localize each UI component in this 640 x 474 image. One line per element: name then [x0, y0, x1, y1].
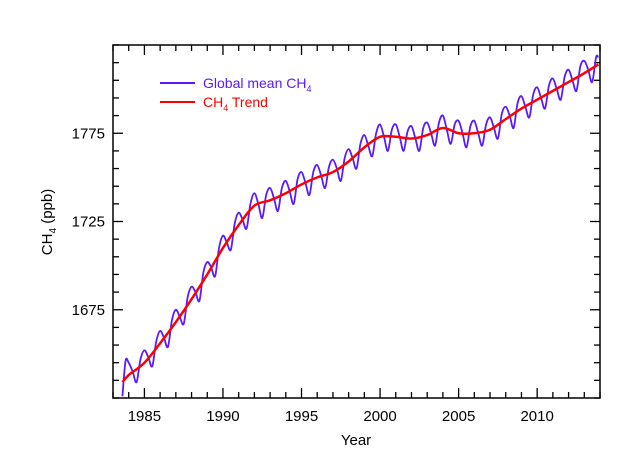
y-tick-label: 1725 [72, 214, 105, 231]
x-tick-label: 2005 [442, 408, 475, 425]
legend-label-trend: CH4 Trend [203, 94, 268, 113]
legend-label-mean: Global mean CH4 [203, 75, 312, 94]
x-tick-label: 1990 [206, 408, 239, 425]
x-tick-label: 1985 [128, 408, 161, 425]
y-axis-label: CH4 (ppb) [39, 189, 59, 255]
plot-frame [112, 44, 601, 399]
y-tick-label: 1775 [72, 125, 105, 142]
x-axis-label: Year [341, 432, 371, 449]
axis-ticks [112, 44, 601, 399]
global-mean-line [121, 54, 600, 397]
x-tick-label: 1995 [285, 408, 318, 425]
x-tick-label: 2010 [520, 408, 553, 425]
x-tick-labels: 1985 1990 1995 2000 2005 2010 [128, 408, 554, 425]
legend: Global mean CH4 CH4 Trend [160, 75, 312, 113]
x-tick-label: 2000 [363, 408, 396, 425]
trend-line [121, 63, 600, 383]
y-tick-labels: 1675 1725 1775 [72, 125, 105, 319]
series-lines [121, 54, 600, 397]
y-tick-label: 1675 [72, 302, 105, 319]
